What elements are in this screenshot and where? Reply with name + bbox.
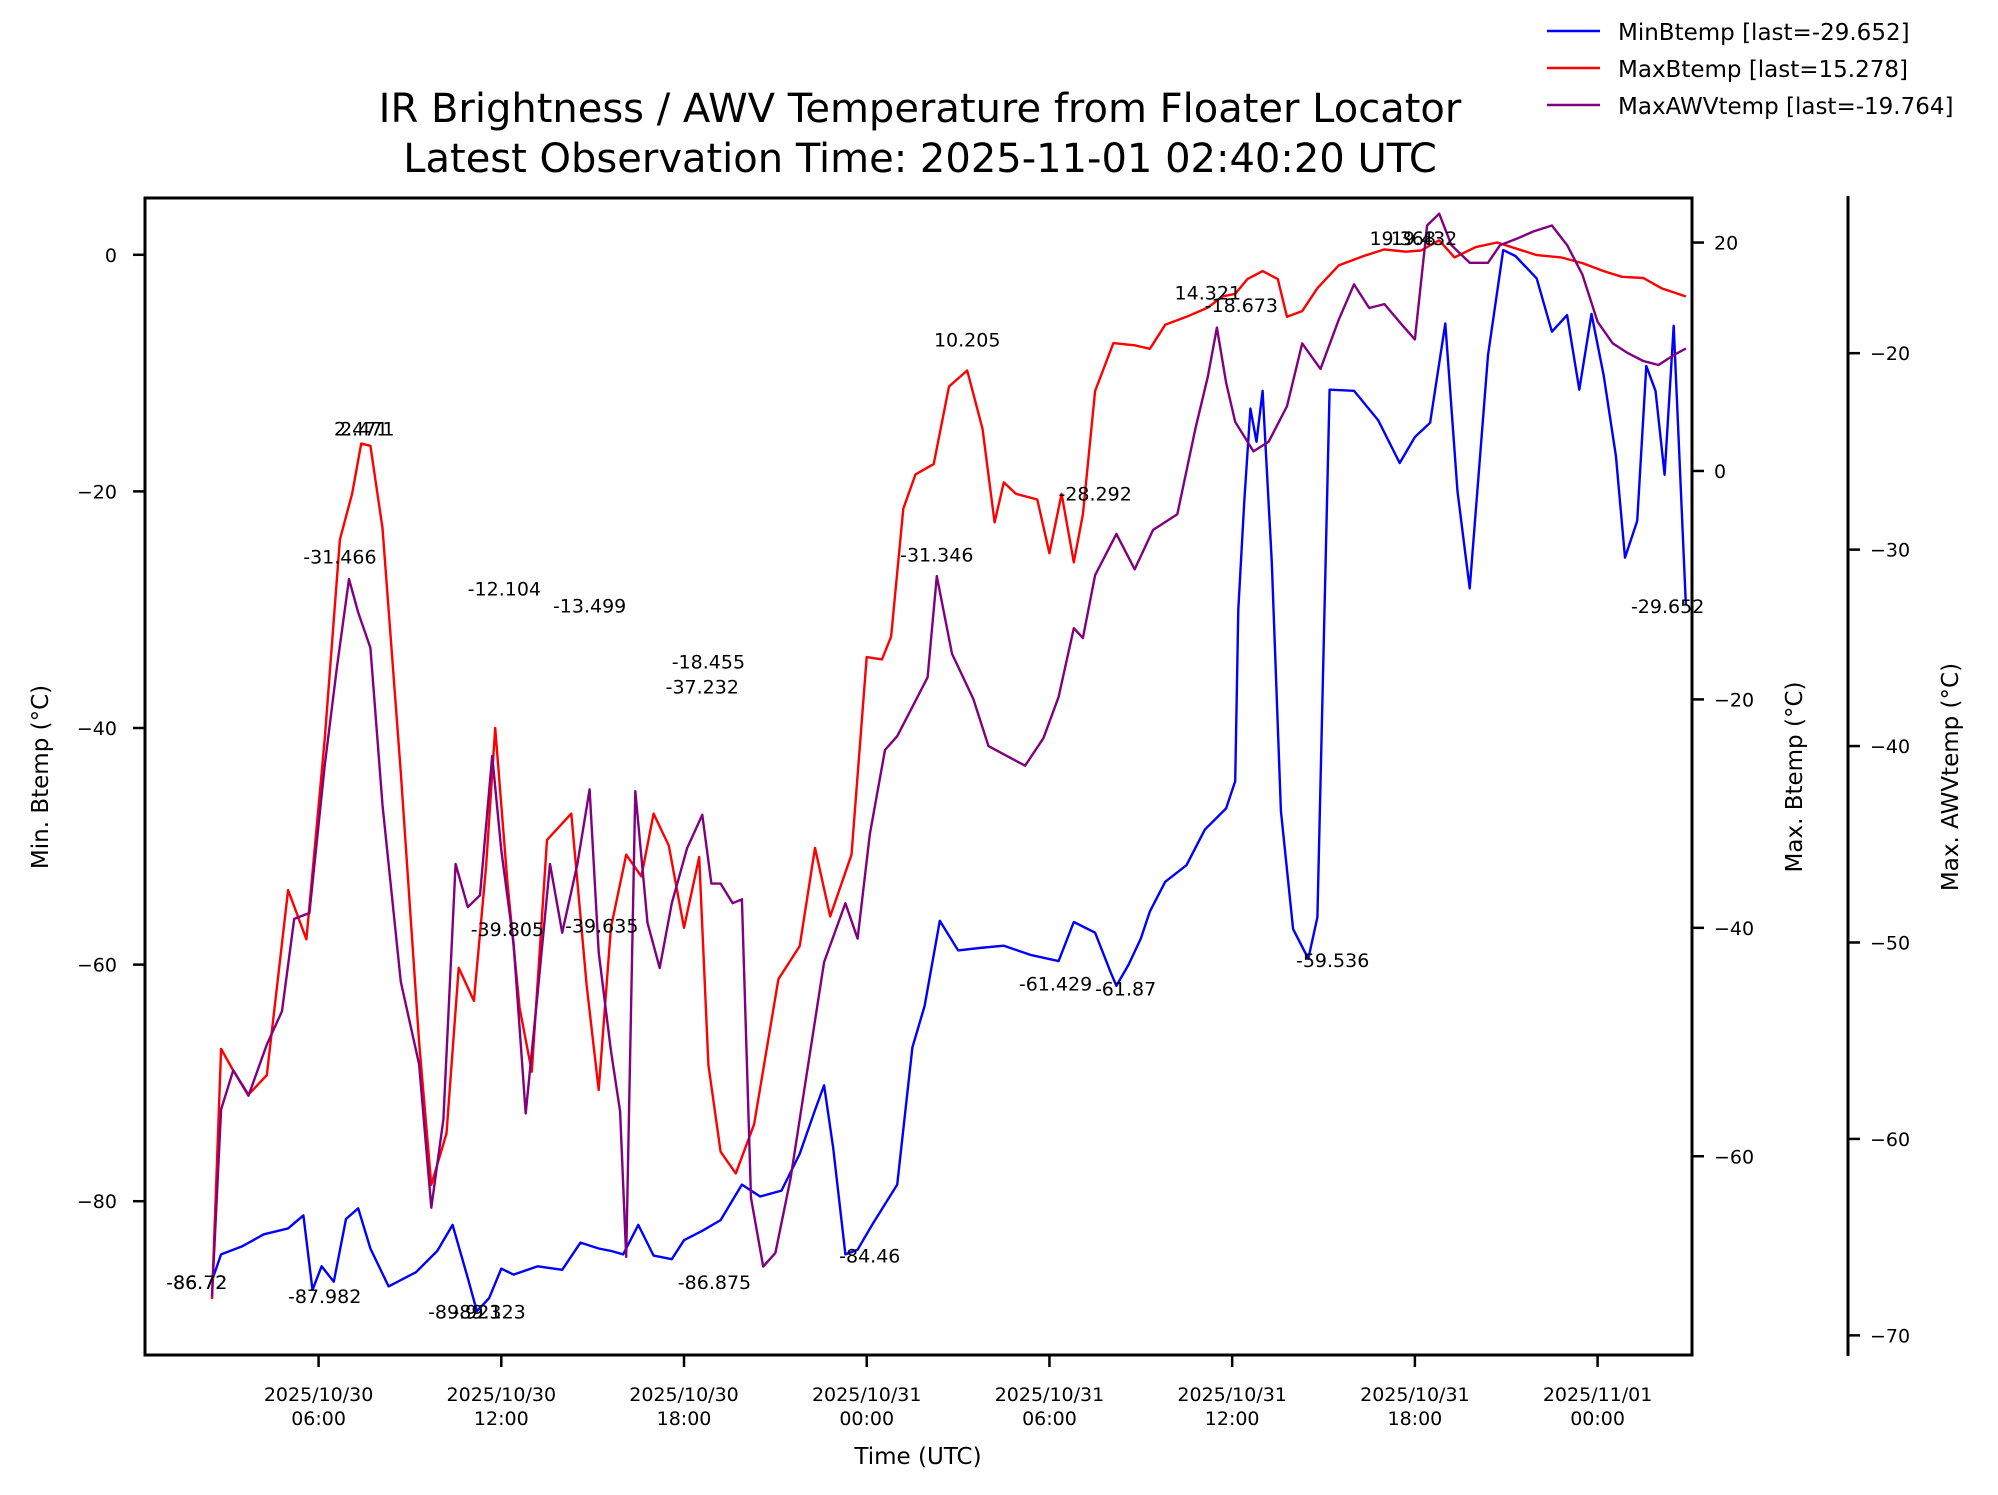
y-tick-label-max-4: −60 — [1714, 1146, 1754, 1168]
chart-subtitle: Latest Observation Time: 2025-11-01 02:4… — [403, 136, 1437, 182]
annotation-label-20: 14.321 — [1175, 283, 1241, 305]
series-line-minbtemp — [210, 248, 1688, 1313]
y-tick-label-awv-3: −50 — [1870, 932, 1910, 954]
y-tick-label-max-0: 20 — [1714, 233, 1738, 255]
annotation-label-4: -89.123 — [452, 1301, 525, 1323]
x-tick-label-time-2: 18:00 — [657, 1408, 712, 1430]
series-line-maxawvtemp — [210, 212, 1687, 1297]
annotation-label-19: 10.205 — [934, 329, 1000, 351]
y-tick-label-awv-1: −30 — [1870, 540, 1910, 562]
y-tick-label-awv-2: −40 — [1870, 736, 1910, 758]
annotation-label-15: -18.455 — [672, 652, 745, 674]
annotation-label-13: -12.104 — [468, 578, 541, 600]
x-tick-label-date-1: 2025/10/30 — [447, 1384, 557, 1406]
x-tick-label-date-0: 2025/10/30 — [264, 1384, 374, 1406]
chart-title: IR Brightness / AWV Temperature from Flo… — [379, 86, 1462, 132]
annotation-label-22: 19.432 — [1391, 228, 1457, 250]
annotation-label-17: -39.635 — [565, 915, 638, 937]
y-axis-label-min: Min. Btemp (°C) — [28, 685, 54, 869]
x-tick-label-time-4: 06:00 — [1022, 1408, 1077, 1430]
x-tick-label-time-3: 00:00 — [839, 1408, 894, 1430]
annotation-label-8: -61.87 — [1095, 978, 1156, 1000]
x-tick-label-date-3: 2025/10/31 — [812, 1384, 922, 1406]
annotation-label-24: -31.346 — [900, 544, 973, 566]
x-axis-label: Time (UTC) — [853, 1444, 981, 1470]
y-tick-label-awv-5: −70 — [1870, 1325, 1910, 1347]
legend-label-maxawvtemp: MaxAWVtemp [last=-19.764] — [1618, 94, 1953, 120]
annotation-label-9: -59.536 — [1296, 950, 1369, 972]
annotation-label-14: -13.499 — [553, 596, 626, 618]
annotation-label-6: -84.46 — [839, 1246, 900, 1268]
x-tick-label-date-6: 2025/10/31 — [1360, 1384, 1470, 1406]
annotation-label-1: -86.72 — [166, 1272, 227, 1294]
y-tick-label-max-1: 0 — [1714, 461, 1726, 483]
annotation-label-7: -61.429 — [1019, 974, 1092, 996]
y-tick-label-max-3: −40 — [1714, 918, 1754, 940]
x-tick-label-date-5: 2025/10/31 — [1177, 1384, 1287, 1406]
series-line-maxbtemp — [210, 239, 1687, 1300]
annotation-label-3: -89.923 — [428, 1301, 501, 1323]
annotation-label-18: -37.232 — [666, 677, 739, 699]
series-layer — [210, 212, 1688, 1313]
x-tick-label-time-6: 18:00 — [1387, 1408, 1442, 1430]
y-tick-label-min-4: −80 — [77, 1191, 117, 1213]
y-axis-label-max: Max. Btemp (°C) — [1782, 682, 1808, 873]
y-tick-label-max-2: −20 — [1714, 689, 1754, 711]
x-tick-label-date-4: 2025/10/31 — [995, 1384, 1105, 1406]
x-tick-label-time-5: 12:00 — [1205, 1408, 1260, 1430]
y-tick-label-awv-0: −20 — [1870, 343, 1910, 365]
annotation-label-16: -39.805 — [471, 919, 544, 941]
legend: MinBtemp [last=-29.652] MaxBtemp [last=1… — [1547, 20, 1953, 120]
annotation-label-5: -86.875 — [678, 1272, 751, 1294]
y-tick-label-min-3: −60 — [77, 955, 117, 977]
y-tick-label-min-0: 0 — [105, 245, 117, 267]
annotation-label-2: -87.982 — [288, 1286, 361, 1308]
annotation-label-0: -86.72 — [166, 1272, 227, 1294]
axes-layer: 2025/10/3006:002025/10/3012:002025/10/30… — [77, 233, 1910, 1430]
y-tick-label-min-1: −20 — [77, 481, 117, 503]
x-tick-label-date-7: 2025/11/01 — [1543, 1384, 1653, 1406]
y-tick-label-min-2: −40 — [77, 718, 117, 740]
x-tick-label-time-7: 00:00 — [1570, 1408, 1625, 1430]
annotation-label-12: 2.471 — [340, 419, 394, 441]
plot-frame — [143, 196, 1694, 1357]
annotation-label-23: -31.466 — [303, 546, 376, 568]
x-tick-label-date-2: 2025/10/30 — [629, 1384, 739, 1406]
annotation-label-10: -29.652 — [1631, 596, 1704, 618]
annotation-label-26: -18.673 — [1205, 295, 1278, 317]
legend-label-maxbtemp: MaxBtemp [last=15.278] — [1618, 57, 1908, 83]
y-axis-label-awv: Max. AWVtemp (°C) — [1938, 663, 1964, 891]
annotation-layer: -86.72-86.72-87.982-89.923-89.123-86.875… — [166, 228, 1704, 1323]
y-tick-label-awv-4: −60 — [1870, 1129, 1910, 1151]
annotation-label-25: -28.292 — [1058, 484, 1131, 506]
legend-label-minbtemp: MinBtemp [last=-29.652] — [1618, 20, 1910, 46]
annotation-label-21: 19.368 — [1369, 228, 1435, 250]
x-tick-label-time-1: 12:00 — [474, 1408, 529, 1430]
x-tick-label-time-0: 06:00 — [291, 1408, 346, 1430]
annotation-label-11: 2.471 — [334, 419, 388, 441]
